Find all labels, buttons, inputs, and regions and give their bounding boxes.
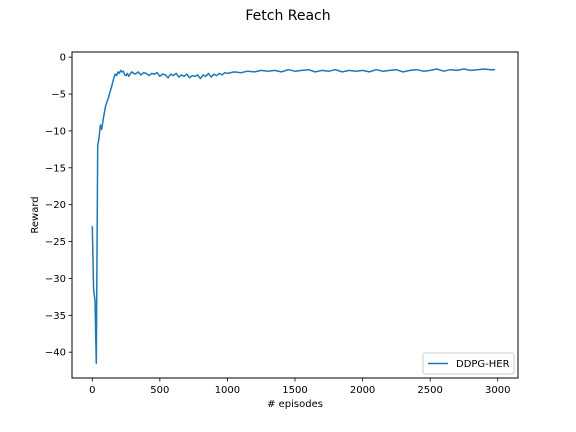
x-tick-label: 3000 — [485, 385, 510, 396]
y-tick-label: −20 — [45, 200, 66, 211]
series-layer — [91, 68, 495, 364]
x-tick-label: 2000 — [350, 385, 375, 396]
legend: DDPG-HER — [422, 352, 515, 375]
y-tick-label: −35 — [45, 311, 66, 322]
y-axis-ticks: 0 −5 −10 −15 −20 −25 −30 −35 −40 — [45, 53, 72, 359]
y-tick-label: −30 — [45, 274, 66, 285]
series-line-ddpg-her — [91, 68, 495, 364]
x-tick-label: 0 — [89, 385, 95, 396]
legend-frame — [422, 352, 515, 375]
x-tick-label: 1000 — [215, 385, 240, 396]
y-tick-label: −40 — [45, 348, 66, 359]
y-tick-label: −25 — [45, 237, 66, 248]
chart-title: Fetch Reach — [245, 8, 330, 24]
x-tick-label: 500 — [150, 385, 169, 396]
x-tick-label: 1500 — [282, 385, 307, 396]
y-tick-label: −10 — [45, 126, 66, 137]
y-tick-label: 0 — [60, 53, 66, 64]
x-axis-label: # episodes — [267, 399, 323, 410]
y-axis-label: Reward — [30, 196, 41, 233]
y-tick-label: −15 — [45, 163, 66, 174]
x-tick-label: 2500 — [417, 385, 442, 396]
y-tick-label: −5 — [51, 90, 66, 101]
x-axis-ticks: 0 500 1000 1500 2000 2500 3000 — [89, 378, 510, 396]
legend-label: DDPG-HER — [456, 359, 510, 370]
plot-area-frame — [71, 51, 519, 379]
